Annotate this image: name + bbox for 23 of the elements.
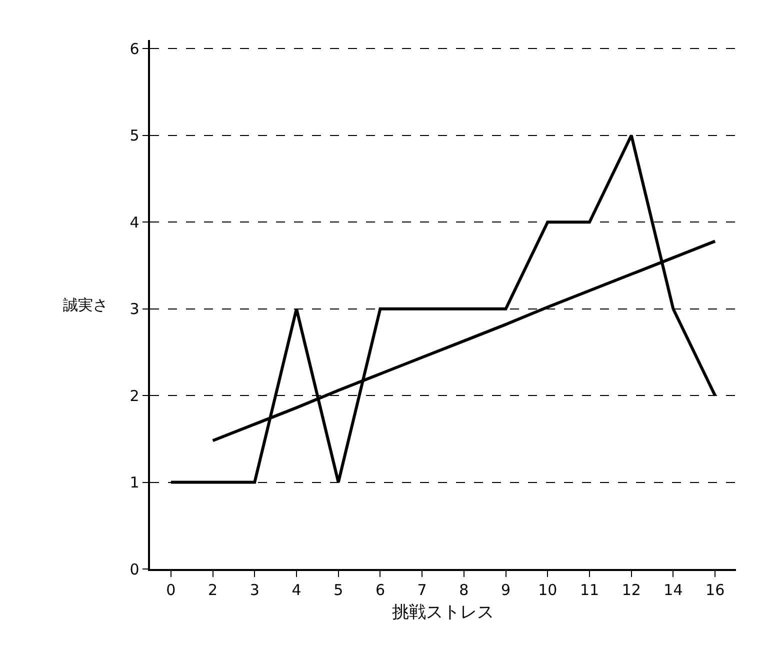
x-tick-label: 5 — [334, 580, 344, 599]
x-tick-label: 2 — [208, 580, 218, 599]
x-tick-label: 6 — [375, 580, 385, 599]
y-tick-label: 1 — [130, 474, 140, 492]
x-tick-label: 3 — [250, 580, 260, 599]
x-tick-label: 9 — [501, 580, 511, 599]
y-axis-title: 誠実さ — [63, 296, 108, 314]
x-tick-label: 8 — [459, 580, 469, 599]
y-tick-label: 2 — [130, 386, 140, 405]
y-tick-label: 0 — [130, 560, 140, 578]
x-axis-title: 挑戦ストレス — [392, 602, 494, 623]
x-tick-label: 10 — [538, 580, 558, 599]
x-tick-label: 16 — [706, 580, 725, 599]
y-tick-label: 5 — [130, 126, 140, 145]
x-tick-label: 11 — [580, 580, 600, 599]
y-tick-label: 4 — [130, 213, 140, 232]
y-tick-label: 3 — [130, 300, 140, 318]
x-tick-label: 7 — [417, 580, 427, 599]
x-tick-label: 12 — [622, 580, 641, 599]
x-tick-label: 0 — [166, 580, 176, 599]
x-tick-label: 4 — [292, 580, 302, 599]
x-tick-label: 14 — [664, 580, 683, 599]
y-tick-label: 6 — [130, 40, 140, 58]
